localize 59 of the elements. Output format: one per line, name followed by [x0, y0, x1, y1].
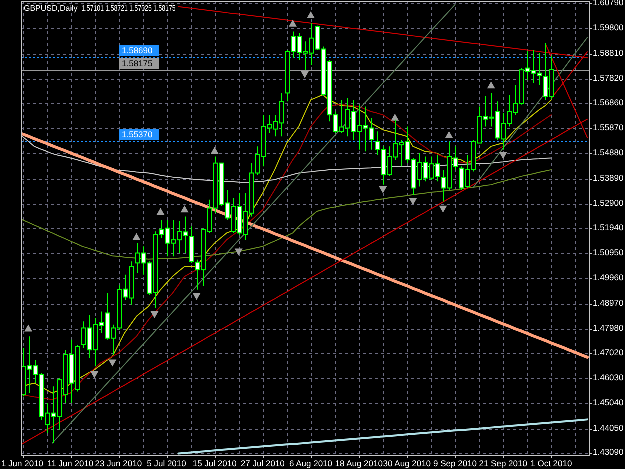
point	[409, 198, 418, 206]
point	[180, 206, 189, 213]
y-tick-label: 1.44050	[593, 422, 624, 433]
point	[90, 371, 99, 378]
point	[499, 152, 508, 160]
ref-line-label: 1.55370	[122, 129, 153, 140]
point	[192, 293, 201, 300]
x-tick-label: 11 Jun 2010	[48, 458, 94, 468]
x-tick-label: 23 Jun 2010	[95, 458, 142, 468]
line-series	[21, 132, 589, 359]
y-tick-label: 1.58810	[593, 48, 624, 58]
point	[156, 208, 165, 216]
y-tick-label: 1.51940	[593, 222, 624, 232]
line-series	[472, 37, 588, 188]
y-tick-label: 1.43090	[593, 447, 624, 458]
y-tick-label: 1.54880	[593, 148, 624, 158]
chart-subtitle: 1.57101 1.58721 1.57025 1.58175	[82, 4, 204, 14]
line-series	[178, 418, 588, 455]
y-tick-label: 1.46030	[593, 372, 624, 383]
point	[234, 248, 243, 256]
chart-title: GBPUSD,Daily	[24, 4, 78, 14]
y-tick-label: 1.55870	[593, 122, 624, 133]
point	[439, 206, 448, 213]
point	[445, 131, 454, 138]
y-tick-label: 1.53890	[593, 172, 624, 183]
y-tick-label: 1.49960	[593, 272, 624, 283]
x-tick-label: 15 Jul 2010	[192, 458, 238, 468]
y-tick-label: 1.47980	[593, 322, 624, 333]
x-tick-label: 30 Aug 2010	[383, 458, 432, 468]
point	[150, 312, 159, 319]
y-tick-label: 1.56860	[593, 97, 624, 108]
ref-line-label: 1.58690	[122, 45, 153, 56]
point	[379, 186, 388, 194]
point	[24, 324, 33, 332]
y-tick-label: 1.47020	[593, 347, 624, 358]
x-tick-label: 1 Oct 2010	[530, 458, 572, 468]
x-tick-label: 9 Sep 2010	[434, 458, 478, 468]
point	[132, 233, 141, 240]
x-tick-label: 18 Aug 2010	[335, 458, 384, 468]
point	[210, 147, 219, 154]
y-tick-label: 1.52900	[593, 198, 624, 208]
y-tick-label: 1.60790	[593, 0, 624, 8]
y-tick-label: 1.59800	[593, 22, 624, 33]
point	[301, 71, 309, 78]
y-tick-label: 1.45040	[593, 398, 624, 408]
point	[391, 114, 400, 121]
y-tick-label: 1.48970	[593, 298, 624, 308]
x-tick-label: 5 Jul 2010	[147, 458, 187, 468]
y-tick-label: 1.57820	[593, 72, 624, 83]
point	[288, 20, 297, 27]
point	[487, 82, 496, 89]
x-tick-label: 21 Sep 2010	[479, 458, 528, 468]
point	[108, 360, 117, 367]
x-tick-label: 1 Jun 2010	[1, 458, 44, 468]
y-tick-label: 1.50950	[593, 248, 624, 258]
point	[307, 11, 316, 18]
x-tick-label: 27 Jul 2010	[240, 458, 286, 468]
ref-line-label: 1.58175	[122, 58, 153, 68]
x-tick-label: 6 Aug 2010	[290, 458, 333, 468]
